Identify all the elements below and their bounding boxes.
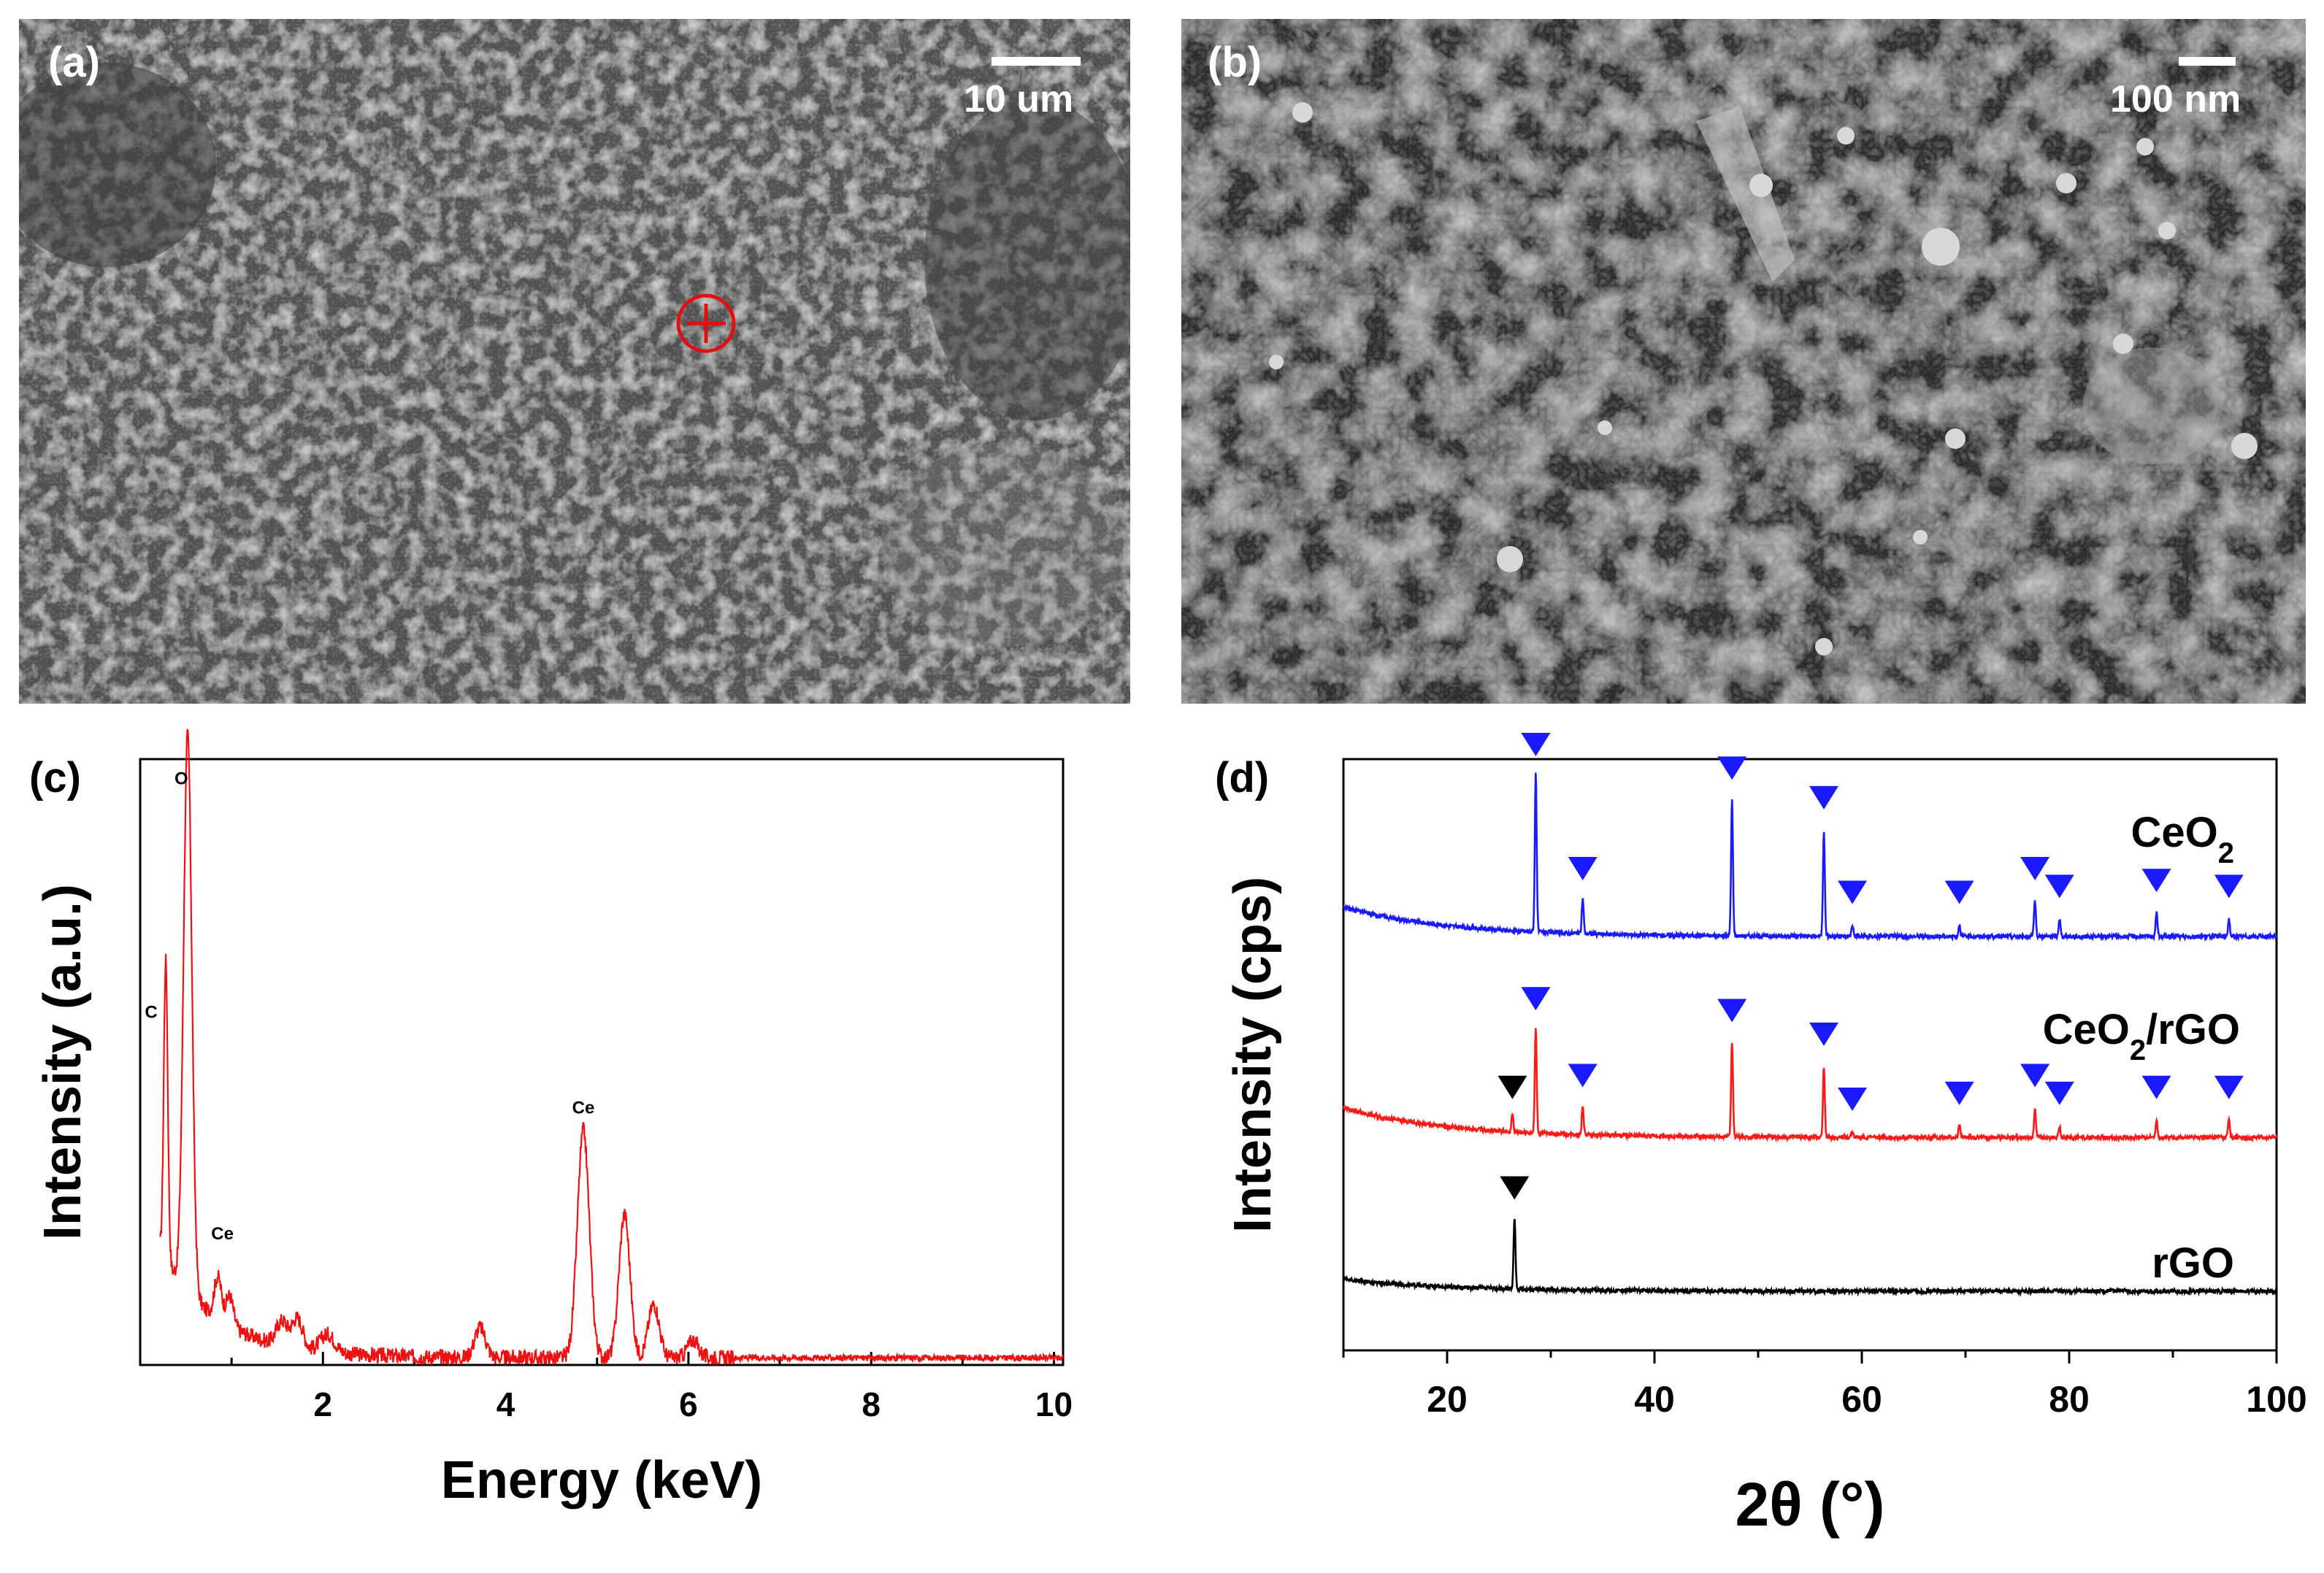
xrd-ceo2-rgo-label: CeO2/rGO bbox=[2043, 1006, 2240, 1066]
eds-peak-annotation: Ce bbox=[572, 1099, 595, 1118]
sem-b-nanoparticles bbox=[1269, 102, 2258, 655]
sem-a-dark-region bbox=[19, 63, 216, 267]
sem-image-a: (a) 10 um bbox=[19, 19, 1130, 704]
ceo2-peak-marker-icon bbox=[2044, 874, 2074, 899]
xrd-x-tick-label: 100 bbox=[2246, 1379, 2306, 1420]
panel-c: (c) 2 4 6 8 10 Energy (keV) Intensity (a.u.) C O… bbox=[0, 723, 1139, 1573]
sem-b-canvas bbox=[1181, 19, 2306, 704]
panel-label-c: (c) bbox=[29, 754, 81, 801]
panel-label-d: (d) bbox=[1215, 754, 1270, 801]
ceo2-peak-marker-icon bbox=[2214, 1075, 2244, 1099]
eds-chart: 2 4 6 8 10 Energy (keV) Intensity (a.u.) C O Ce Ce bbox=[34, 728, 1073, 1509]
ceo2-peak-marker-icon bbox=[1838, 1087, 1868, 1111]
xrd-x-tick-label: 80 bbox=[2049, 1379, 2090, 1420]
eds-x-tick-label: 8 bbox=[862, 1385, 881, 1423]
ceo2-peak-marker-icon bbox=[2044, 1081, 2074, 1105]
eds-x-tick-label: 4 bbox=[496, 1385, 515, 1423]
ceo2-peak-marker-icon bbox=[1717, 756, 1747, 780]
eds-plot-frame bbox=[139, 758, 1065, 1366]
ceo2-peak-marker-icon bbox=[1521, 732, 1551, 756]
xrd-x-tick-label: 60 bbox=[1841, 1379, 1882, 1420]
scale-bar-label-b: 100 nm bbox=[2110, 78, 2241, 120]
ceo2-peak-marker-icon bbox=[2141, 1075, 2171, 1099]
xrd-x-tick-label: 20 bbox=[1427, 1379, 1468, 1420]
ceo2-peak-marker-icon bbox=[1568, 1064, 1598, 1088]
xrd-ceo2-rgo-line bbox=[1342, 1028, 2278, 1144]
xrd-rgo-line bbox=[1342, 1218, 2277, 1297]
eds-peak-annotation: C bbox=[145, 1002, 157, 1022]
sem-a-agglomerate bbox=[881, 442, 1129, 647]
ceo2-peak-marker-icon bbox=[2020, 1064, 2050, 1088]
scale-bar-b bbox=[2179, 57, 2236, 66]
ceo2-peak-marker-icon bbox=[2141, 869, 2171, 893]
eds-x-tick-label: 2 bbox=[314, 1385, 333, 1423]
xrd-ceo2-label: CeO2 bbox=[2131, 809, 2234, 869]
ceo2-peak-marker-icon bbox=[1809, 785, 1839, 809]
xrd-plot-frame bbox=[1342, 758, 2278, 1352]
panel-label-a: (a) bbox=[48, 39, 100, 86]
eds-x-axis-label: Energy (keV) bbox=[441, 1451, 762, 1509]
eds-y-axis-label: Intensity (a.u.) bbox=[34, 884, 92, 1240]
ceo2-peak-marker-icon bbox=[1521, 987, 1551, 1011]
sem-b-flake bbox=[1696, 107, 1795, 282]
eds-x-tick-label: 6 bbox=[679, 1385, 698, 1423]
xrd-x-axis-label: 2θ (°) bbox=[1736, 1470, 1885, 1539]
scale-bar-label-a: 10 um bbox=[964, 78, 1074, 120]
ceo2-peak-marker-icon bbox=[2020, 857, 2050, 881]
rgo-peak-marker-icon bbox=[1500, 1176, 1530, 1200]
sem-b-flake bbox=[2083, 347, 2222, 464]
xrd-x-tick-label: 40 bbox=[1634, 1379, 1675, 1420]
ceo2-peak-marker-icon bbox=[1944, 1081, 1974, 1105]
xrd-ceo2-line bbox=[1342, 772, 2278, 942]
panel-label-b: (b) bbox=[1208, 39, 1262, 86]
panel-d: (d) 20 40 60 80 100 2θ (°) Intensity (cps) CeO2… bbox=[1168, 723, 2324, 1573]
sem-a-dark-region bbox=[924, 99, 1130, 420]
eds-crosshair-icon bbox=[676, 293, 736, 353]
xrd-y-axis-label: Intensity (cps) bbox=[1224, 877, 1282, 1233]
ceo2-peak-marker-icon bbox=[1838, 880, 1868, 904]
scale-bar-a bbox=[992, 57, 1081, 66]
eds-peak-annotation: Ce bbox=[211, 1224, 234, 1244]
ceo2-peak-marker-icon bbox=[1568, 857, 1598, 881]
eds-spectrum-line bbox=[159, 728, 1064, 1366]
ceo2-peak-marker-icon bbox=[1809, 1022, 1839, 1046]
ceo2-peak-marker-icon bbox=[1717, 999, 1747, 1023]
ceo2-peak-marker-icon bbox=[2214, 874, 2244, 899]
xrd-chart: 20 40 60 80 100 2θ (°) Intensity (cps) CeO2 CeO2… bbox=[1224, 732, 2307, 1539]
xrd-rgo-label: rGO bbox=[2152, 1239, 2234, 1287]
sem-image-b: (b) 100 nm bbox=[1181, 19, 2306, 704]
rgo-peak-marker-icon bbox=[1497, 1075, 1527, 1099]
eds-peak-annotation: O bbox=[175, 769, 188, 789]
eds-x-tick-label: 10 bbox=[1035, 1385, 1073, 1423]
sem-a-canvas bbox=[19, 19, 1130, 704]
ceo2-peak-marker-icon bbox=[1944, 880, 1974, 904]
